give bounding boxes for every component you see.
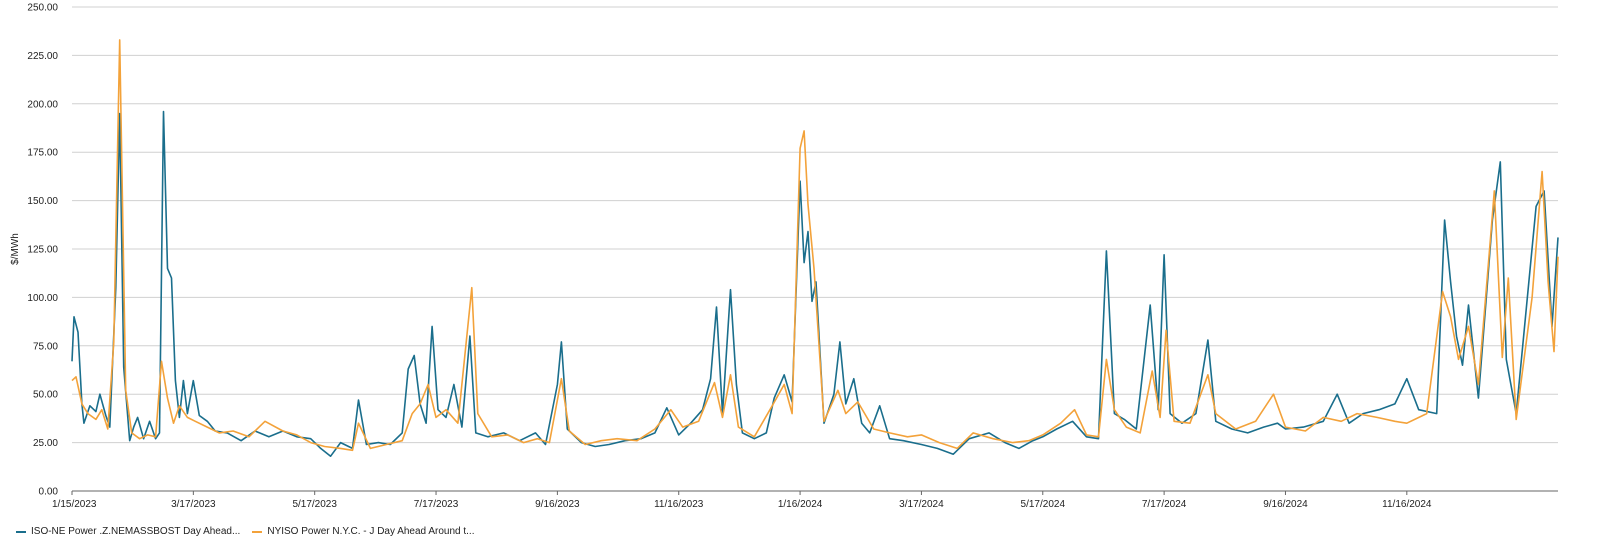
y-tick-label: 150.00: [27, 196, 58, 207]
y-tick-label: 100.00: [27, 293, 58, 304]
y-tick-label: 0.00: [39, 487, 59, 498]
legend-label-iso-ne: ISO-NE Power .Z.NEMASSBOST Day Ahead...: [31, 526, 241, 537]
y-tick-label: 25.00: [33, 438, 58, 449]
x-tick-label: 9/16/2024: [1263, 499, 1308, 510]
x-tick-label: 3/17/2024: [899, 499, 944, 510]
series-line-0: [71, 110, 1559, 457]
y-tick-label: 250.00: [27, 3, 58, 14]
x-tick-label: 11/16/2023: [654, 499, 704, 510]
y-tick-label: 75.00: [33, 341, 58, 352]
x-tick-label: 9/16/2023: [535, 499, 580, 510]
y-tick-label: 200.00: [27, 99, 58, 110]
legend: ISO-NE Power .Z.NEMASSBOST Day Ahead... …: [16, 526, 474, 537]
series-layer: [71, 39, 1559, 457]
x-tick-label: 1/15/2023: [52, 499, 97, 510]
legend-item-iso-ne[interactable]: ISO-NE Power .Z.NEMASSBOST Day Ahead...: [16, 526, 240, 537]
x-tick-label: 5/17/2024: [1021, 499, 1066, 510]
y-tick-label: 175.00: [27, 148, 58, 159]
x-tick-label: 7/17/2024: [1142, 499, 1187, 510]
gridlines: [72, 6, 1558, 444]
legend-swatch-nyiso: [252, 530, 263, 533]
y-axis-title: $/MWh: [10, 233, 21, 265]
x-tick-label: 7/17/2023: [414, 499, 459, 510]
y-axis-ticks: 0.00 25.00 50.00 75.00 100.00 125.00 150.00 175…: [27, 3, 58, 498]
legend-item-nyiso[interactable]: NYISO Power N.Y.C. - J Day Ahead Around …: [252, 526, 474, 537]
y-tick-label: 225.00: [27, 51, 58, 62]
x-tick-label: 5/17/2023: [292, 499, 337, 510]
series-line-1: [71, 39, 1559, 452]
line-chart: 0.00 25.00 50.00 75.00 100.00 125.00 150.00 175…: [10, 3, 1559, 510]
legend-label-nyiso: NYISO Power N.Y.C. - J Day Ahead Around …: [267, 526, 475, 537]
x-axis-ticks: 1/15/2023 3/17/2023 5/17/2023 7/17/2023 9/16…: [52, 491, 1432, 510]
y-tick-label: 125.00: [27, 245, 58, 256]
y-tick-label: 50.00: [33, 390, 58, 401]
legend-swatch-iso-ne: [16, 530, 26, 533]
x-tick-label: 1/16/2024: [778, 499, 823, 510]
x-tick-label: 3/17/2023: [171, 499, 216, 510]
x-tick-label: 11/16/2024: [1382, 499, 1432, 510]
